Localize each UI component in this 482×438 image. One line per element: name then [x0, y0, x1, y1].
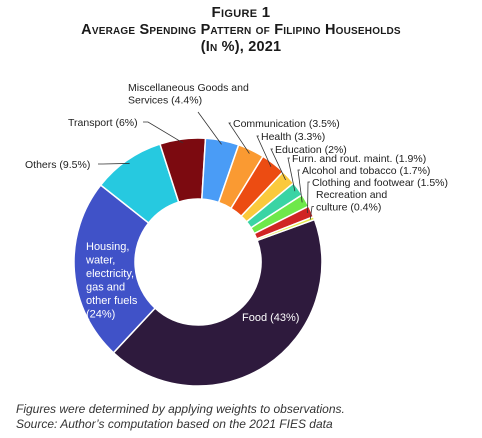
leader-education — [270, 148, 286, 181]
label-miscellaneous-goods-and-services: Miscellaneous Goods and Services (4.4%) — [128, 82, 249, 107]
label-others: Others (9.5%) — [25, 159, 90, 171]
leader-miscellaneous-goods-and-services — [197, 111, 222, 145]
figure-header: Figure 1 Average Spending Pattern of Fil… — [0, 4, 482, 56]
label-housing-water-electricity-gas-and-other-fuels: Housing, water, electricity, gas and other f… — [85, 241, 138, 321]
chart-leader-lines — [98, 111, 314, 220]
slice-recreation-and-culture — [255, 215, 316, 242]
figure-notes: Figures were determined by applying weig… — [16, 402, 345, 432]
leader-health — [256, 135, 272, 167]
slice-housing-water-electricity-gas-and-other-fuels — [73, 184, 157, 354]
leader-communication — [228, 122, 250, 154]
label-education: Education (2%) — [275, 144, 347, 156]
label-transport: Transport (6%) — [68, 117, 138, 129]
label-furn-and-rout-maint: Furn. and rout. maint. (1.9%) — [292, 153, 426, 165]
label-recreation-and-culture: Recreation and culture (0.4%) — [316, 189, 387, 214]
leader-transport — [143, 121, 184, 144]
label-alcohol-and-tobacco: Alcohol and tobacco (1.7%) — [302, 165, 430, 177]
slice-food — [112, 218, 323, 387]
note-weights: Figures were determined by applying weig… — [16, 402, 345, 416]
figure-title-line1: Average Spending Pattern of Filipino Hou… — [81, 22, 401, 38]
leader-furn-and-rout-maint — [287, 157, 296, 192]
figure-title-line2: (In %), 2021 — [200, 39, 282, 55]
label-clothing-and-footwear: Clothing and footwear (1.5%) — [312, 177, 448, 189]
leader-recreation-and-culture — [309, 206, 314, 220]
leader-alcohol-and-tobacco — [297, 169, 303, 203]
leader-others — [98, 163, 130, 165]
label-health: Health (3.3%) — [261, 131, 325, 143]
chart-slices — [73, 137, 323, 387]
leader-clothing-and-footwear — [307, 181, 310, 214]
label-communication: Communication (3.5%) — [233, 118, 340, 130]
note-source: Source: Author’s computation based on th… — [16, 417, 333, 431]
label-food: Food (43%) — [242, 312, 299, 324]
chart-labels: Food (43%) Housing, water, electricity, gas … — [25, 82, 448, 324]
figure-label: Figure 1 — [211, 4, 271, 21]
